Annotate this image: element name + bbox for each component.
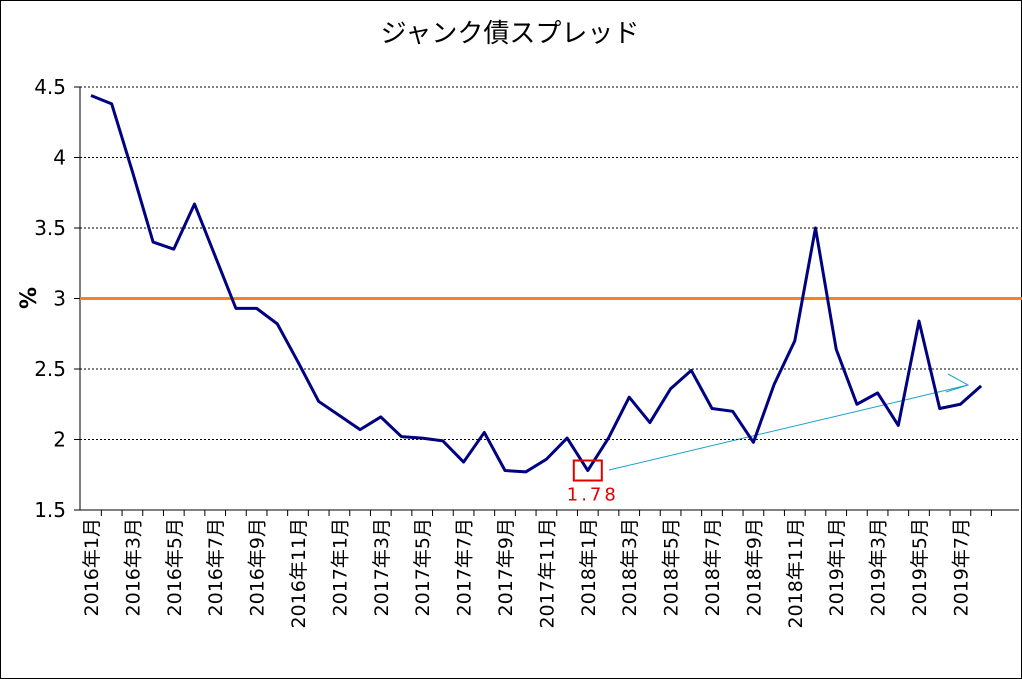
annotation-box <box>572 459 603 482</box>
y-axis-label: % <box>17 287 42 309</box>
x-tick-label: 2018年7月 <box>702 518 724 616</box>
x-tick-label: 2019年7月 <box>950 518 972 616</box>
x-tick-label: 2018年5月 <box>661 518 683 616</box>
trend-arrow <box>608 384 969 471</box>
y-tick-label: 3.5 <box>34 216 66 240</box>
x-tick-label: 2017年9月 <box>495 518 517 616</box>
data-label: 1.78 <box>567 485 619 506</box>
x-tick-label: 2016年5月 <box>164 518 186 616</box>
data-line <box>90 94 983 474</box>
y-tick-label: 4 <box>53 146 66 170</box>
x-tick-label: 2018年9月 <box>743 518 765 616</box>
y-tick-label: 2 <box>53 428 66 452</box>
x-tick-label: 2019年3月 <box>868 518 890 616</box>
y-tick-label: 3 <box>53 287 66 311</box>
x-tick-label: 2016年7月 <box>205 518 227 616</box>
chart-title: ジャンク債スプレッド <box>381 19 640 49</box>
x-tick-label: 2019年5月 <box>909 518 931 616</box>
x-tick-label: 2016年1月 <box>81 518 103 616</box>
x-tick-label: 2016年9月 <box>247 518 269 616</box>
x-tick-label: 2016年11月 <box>288 518 310 629</box>
trend-arrow-head <box>945 373 970 393</box>
x-tick-label: 2017年3月 <box>371 518 393 616</box>
y-tick-label: 2.5 <box>34 357 66 381</box>
x-tick-label: 2019年1月 <box>826 518 848 616</box>
y-tick-label: 4.5 <box>34 75 66 99</box>
y-tick-label: 1.5 <box>34 498 66 522</box>
x-tick-label: 2017年7月 <box>454 518 476 616</box>
x-tick-label: 2017年5月 <box>412 518 434 616</box>
x-tick-label: 2018年1月 <box>578 518 600 616</box>
x-tick-label: 2018年3月 <box>619 518 641 616</box>
x-tick-label: 2017年1月 <box>329 518 351 616</box>
x-tick-label: 2016年3月 <box>122 518 144 616</box>
x-tick-label: 2018年11月 <box>785 518 807 629</box>
x-tick-label: 2017年11月 <box>536 518 558 629</box>
